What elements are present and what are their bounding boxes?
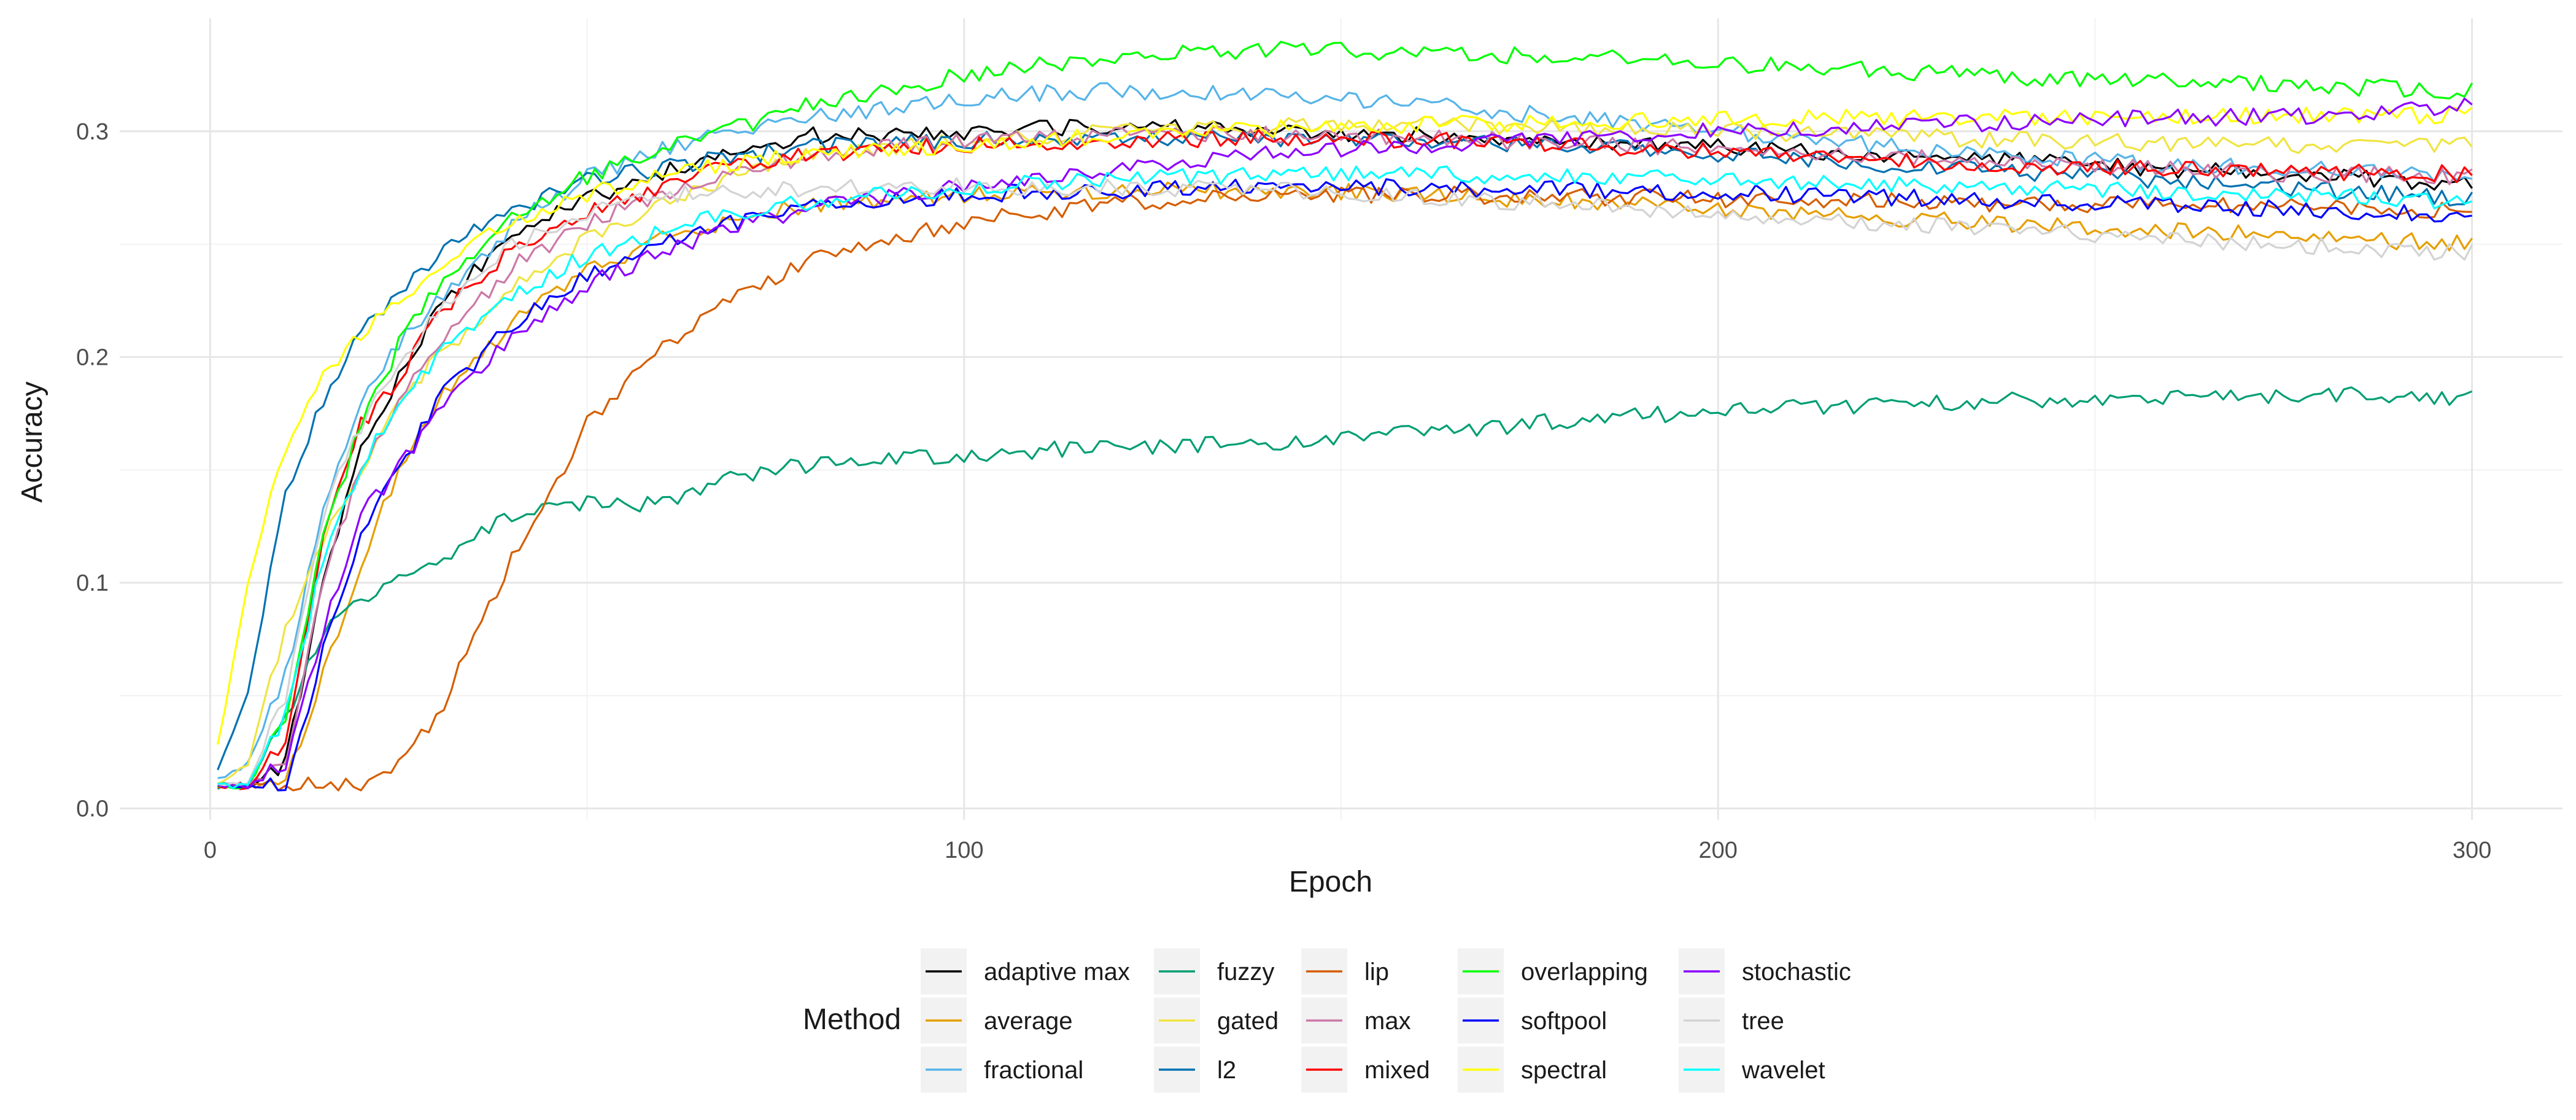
legend-entry-label: l2 (1217, 1057, 1236, 1084)
y-tick-label: 0.0 (76, 796, 109, 822)
legend-entry-label: stochastic (1742, 959, 1851, 986)
legend-entry-label: mixed (1364, 1057, 1430, 1084)
legend-entry-label: average (984, 1008, 1073, 1035)
legend-entry-label: max (1364, 1008, 1411, 1035)
y-tick-labels: 0.0 0.1 0.2 0.3 (76, 119, 109, 822)
legend-entry-label: tree (1742, 1008, 1784, 1035)
x-tick-label: 300 (2453, 838, 2491, 863)
x-tick-label: 200 (1698, 838, 1737, 863)
series-line-wavelet (217, 165, 2473, 790)
y-tick-label: 0.2 (76, 344, 109, 370)
series-line-spectral (217, 106, 2473, 745)
series-line-stochastic (217, 97, 2473, 790)
legend-entry-label: adaptive max (984, 959, 1130, 986)
series-line-tree (217, 177, 2474, 787)
series-line-fractional (217, 82, 2472, 779)
legend: Method adaptive max average fractional fuzz… (803, 948, 1851, 1093)
legend-entry-label: fuzzy (1217, 959, 1274, 986)
y-tick-label: 0.3 (76, 119, 109, 145)
x-axis-title: Epoch (1289, 866, 1372, 898)
series-line-fuzzy (217, 386, 2473, 790)
y-tick-label: 0.1 (76, 570, 109, 596)
x-tick-label: 100 (945, 838, 983, 863)
series-lines (217, 41, 2474, 791)
legend-entry-label: fractional (984, 1057, 1083, 1084)
legend-entry-label: wavelet (1741, 1057, 1825, 1084)
x-tick-labels: 0 100 200 300 (204, 838, 2491, 863)
legend-entry-label: spectral (1521, 1057, 1607, 1084)
y-axis-title: Accuracy (16, 381, 48, 502)
x-tick-label: 0 (204, 838, 217, 863)
legend-entry-label: softpool (1521, 1008, 1607, 1035)
series-line-average (217, 181, 2473, 790)
legend-entry-label: lip (1364, 959, 1389, 986)
series-line-softpool (217, 178, 2472, 791)
legend-entry-label: gated (1217, 1008, 1278, 1035)
legend-entry-label: overlapping (1521, 959, 1648, 986)
series-line-mixed (217, 129, 2473, 790)
legend-title: Method (803, 1003, 901, 1036)
series-line-overlapping (217, 41, 2473, 790)
